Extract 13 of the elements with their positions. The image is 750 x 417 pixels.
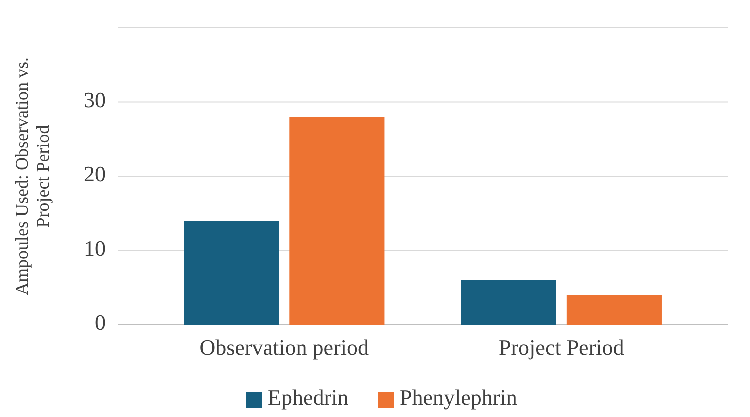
y-axis-title: Ampoules Used: Observation vs. Project Period bbox=[12, 58, 53, 296]
bar bbox=[461, 280, 556, 325]
bar bbox=[566, 295, 662, 325]
bar bbox=[184, 221, 280, 325]
y-tick-label: 20 bbox=[84, 162, 106, 187]
x-tick-label: Observation period bbox=[200, 335, 369, 360]
x-tick-label: Project Period bbox=[499, 335, 624, 360]
y-tick-label: 30 bbox=[84, 87, 106, 112]
legend-label: Phenylephrin bbox=[400, 385, 518, 410]
y-tick-label: 10 bbox=[84, 236, 106, 261]
legend-label: Ephedrin bbox=[268, 385, 349, 410]
bar bbox=[290, 117, 385, 325]
y-tick-label: 0 bbox=[95, 310, 106, 336]
